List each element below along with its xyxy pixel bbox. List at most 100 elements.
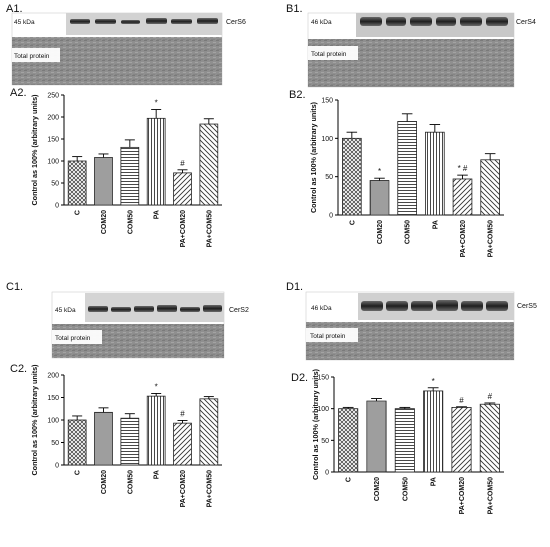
bar-pa-com50 <box>480 159 500 216</box>
y-tick-label: 50 <box>325 174 333 181</box>
bar-pa-com20 <box>451 406 472 473</box>
category-label: PA+COM20 <box>180 210 187 248</box>
panel-d-blot-label: D1. <box>286 281 303 293</box>
category-label: COM50 <box>127 470 134 494</box>
protein-name: CerS6 <box>226 19 246 26</box>
panel-c-chart-label: C2. <box>10 363 27 375</box>
panel-c-blot: C1. 45 kDa CerS2 Total protein <box>6 281 249 359</box>
kda-label: 46 kDa <box>311 19 332 26</box>
category-label: PA <box>154 470 161 479</box>
panel-b-chart-label: B2. <box>289 89 306 101</box>
protein-name: CerS5 <box>517 303 537 310</box>
panel-b-blot: B1. 46 kDa CerS4 Total protein <box>286 3 536 88</box>
total-protein-label-bg <box>12 48 60 62</box>
total-protein-label-bg <box>308 46 358 60</box>
category-label: PA+COM50 <box>488 220 495 258</box>
category-label: COM20 <box>101 210 108 234</box>
y-tick-label: 250 <box>47 93 59 100</box>
bar-pa-com50 <box>479 403 500 473</box>
category-label: PA+COM50 <box>206 470 213 508</box>
y-axis-label: Control as 100% (arbitrary units) <box>30 94 39 206</box>
significance-marker: * # <box>458 164 468 173</box>
y-tick-label: 100 <box>317 406 329 413</box>
bar-pa <box>146 117 166 206</box>
bar-pa-com50 <box>199 123 219 206</box>
y-tick-label: 0 <box>55 203 59 210</box>
y-tick-label: 0 <box>325 470 329 477</box>
category-label: COM20 <box>374 477 381 501</box>
category-label: PA <box>431 477 438 486</box>
total-protein-label: Total protein <box>55 335 91 342</box>
significance-marker: # <box>459 396 464 405</box>
y-axis-label: Control as 100% (arbitrary units) <box>309 101 318 213</box>
category-label: PA <box>432 220 439 229</box>
y-tick-label: 50 <box>51 440 59 447</box>
y-tick-label: 100 <box>47 159 59 166</box>
y-tick-label: 200 <box>47 115 59 122</box>
kda-label: 45 kDa <box>14 19 35 26</box>
y-tick-label: 50 <box>321 438 329 445</box>
significance-marker: # <box>488 392 493 401</box>
bar-c <box>67 419 87 466</box>
category-label: PA+COM20 <box>180 470 187 508</box>
bar-c <box>338 408 359 473</box>
total-protein-label: Total protein <box>311 51 347 58</box>
panel-d-chart-label: D2. <box>291 372 308 384</box>
protein-bands <box>70 18 218 24</box>
y-tick-label: 150 <box>47 137 59 144</box>
category-label: C <box>346 477 353 482</box>
bar-pa <box>425 131 445 216</box>
significance-marker: * <box>378 167 381 176</box>
significance-marker: * <box>155 99 158 108</box>
y-tick-label: 150 <box>321 98 333 105</box>
total-protein-label-bg <box>306 328 358 342</box>
category-label: PA+COM20 <box>459 477 466 515</box>
y-tick-label: 100 <box>321 136 333 143</box>
category-label: COM20 <box>101 470 108 494</box>
bar-pa <box>423 390 444 473</box>
category-label: PA+COM20 <box>460 220 467 258</box>
bar-com50 <box>120 417 140 466</box>
bar-com50 <box>394 408 415 473</box>
bar-pa-com20 <box>452 178 473 216</box>
bar-com20 <box>94 411 113 466</box>
category-label: PA <box>154 210 161 219</box>
bar-com50 <box>120 146 140 206</box>
category-label: C <box>75 470 82 475</box>
category-label: COM20 <box>377 220 384 244</box>
y-tick-label: 0 <box>329 213 333 220</box>
bar-c <box>67 160 87 206</box>
category-label: COM50 <box>402 477 409 501</box>
y-tick-label: 150 <box>317 375 329 382</box>
panel-b-blot-label: B1. <box>286 3 303 15</box>
y-tick-label: 150 <box>47 395 59 402</box>
protein-bands <box>361 300 508 311</box>
significance-marker: # <box>180 159 185 168</box>
protein-name: CerS2 <box>229 307 249 314</box>
bar-pa-com50 <box>199 398 219 466</box>
bar-pa-com20 <box>173 422 192 466</box>
protein-name: CerS4 <box>516 19 536 26</box>
significance-marker: # <box>180 409 185 418</box>
category-label: COM50 <box>127 210 134 234</box>
bar-com20 <box>94 157 113 206</box>
protein-bands <box>360 17 508 26</box>
total-protein-label-bg <box>52 330 102 344</box>
panel-a-blot: A1. 45 kDa CerS6 Total protein <box>6 3 246 86</box>
y-tick-label: 200 <box>47 373 59 380</box>
category-label: COM50 <box>405 220 412 244</box>
y-axis-label: Control as 100% (arbitrary units) <box>311 368 320 480</box>
category-label: PA+COM50 <box>206 210 213 248</box>
category-label: PA+COM50 <box>487 477 494 515</box>
total-protein-label: Total protein <box>310 333 346 340</box>
protein-blot-strip <box>85 293 224 322</box>
category-label: C <box>75 210 82 215</box>
kda-label: 46 kDa <box>311 305 332 312</box>
bar-pa <box>146 395 166 466</box>
bar-pa-com20 <box>173 172 192 206</box>
bar-com20 <box>366 400 387 473</box>
y-tick-label: 0 <box>55 463 59 470</box>
